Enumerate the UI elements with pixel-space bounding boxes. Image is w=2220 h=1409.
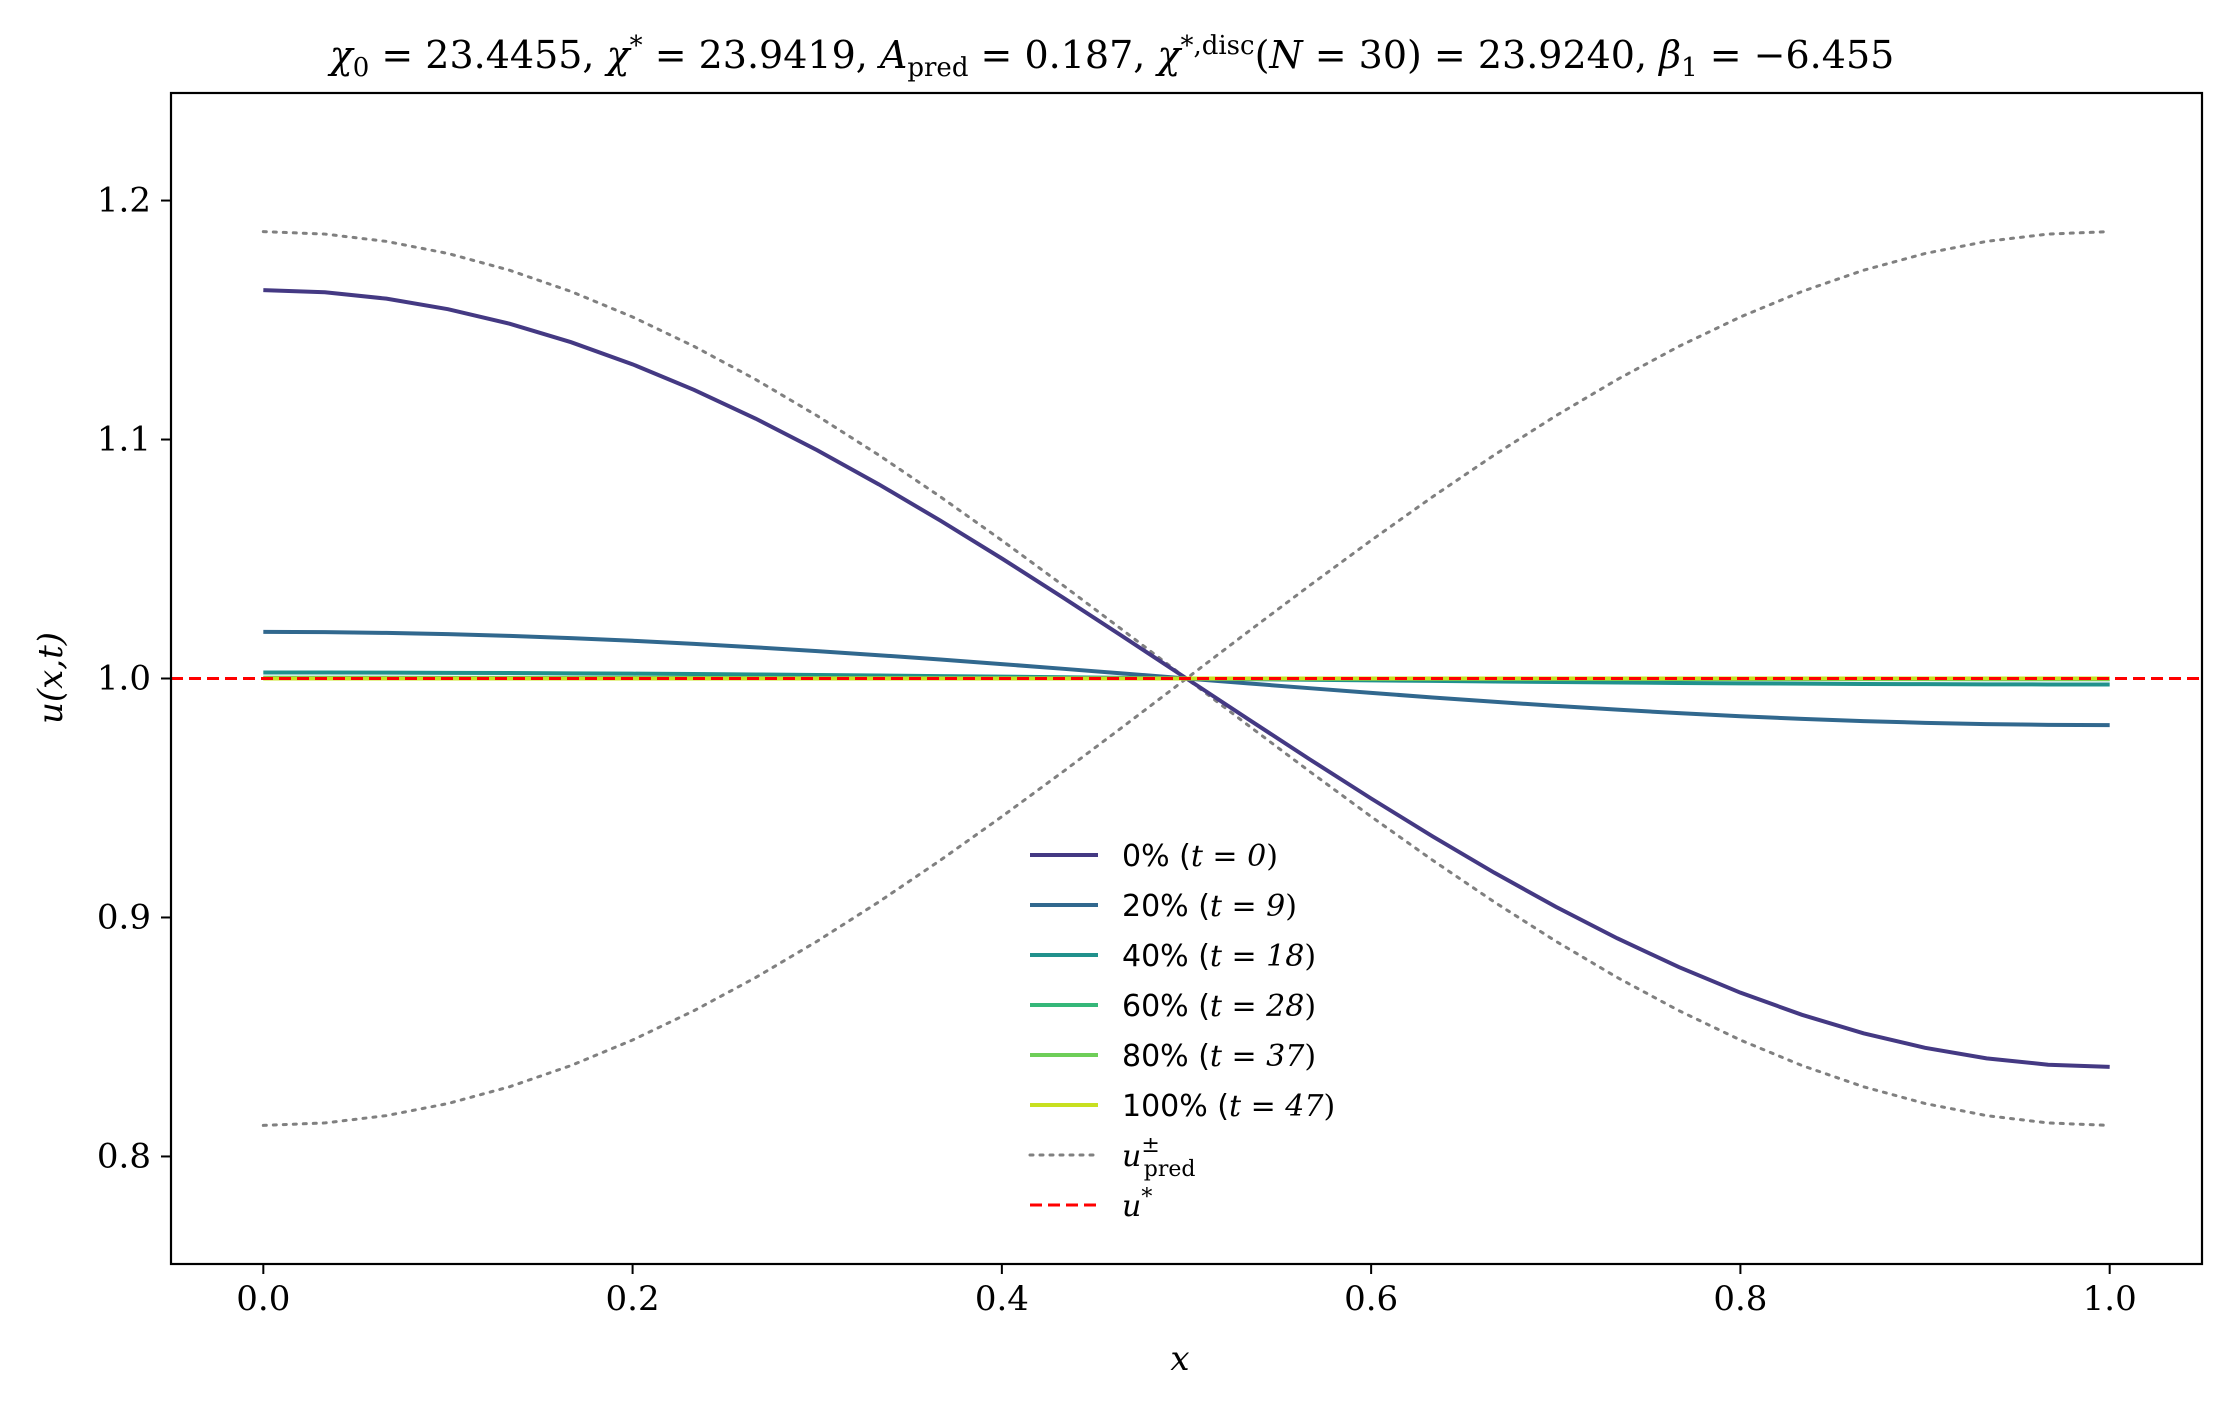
y-axis: 0.8 0.9 1.0 1.1 1.2 — [97, 181, 171, 1176]
legend-label-80-t-37: 80% (t = 37) — [1122, 1039, 1316, 1074]
x-tick-label: 0.0 — [236, 1279, 290, 1319]
y-tick-label: 1.0 — [97, 659, 151, 699]
x-tick-label: 0.4 — [975, 1279, 1029, 1319]
legend-label-u-pred: u± pred — [1122, 1133, 1195, 1182]
x-tick-label: 0.2 — [606, 1279, 660, 1319]
chart-title: χ0 = 23.4455, χ* = 23.9419, Apred = 0.18… — [327, 31, 1895, 83]
legend-label-u: u* — [1122, 1185, 1152, 1224]
x-tick-label: 1.0 — [2083, 1279, 2137, 1319]
y-tick-label: 1.1 — [97, 420, 151, 460]
y-tick-label: 1.2 — [97, 181, 151, 221]
y-axis-label: u(x,t) — [31, 632, 71, 724]
legend-label-20-t-9: 20% (t = 9) — [1122, 889, 1297, 924]
legend-label-40-t-18: 40% (t = 18) — [1122, 939, 1316, 974]
series-line-u-pred-plus — [261, 230, 2112, 1127]
legend-label-100-t-47: 100% (t = 47) — [1122, 1089, 1335, 1124]
series-line-u-pred-minus — [261, 230, 2112, 1127]
plot-area — [171, 230, 2202, 1127]
axes-frame — [169, 91, 2204, 1266]
x-axis-label: x — [1170, 1339, 1189, 1379]
x-tick-label: 0.8 — [1713, 1279, 1767, 1319]
y-tick-label: 0.8 — [97, 1136, 151, 1176]
x-tick-label: 0.6 — [1344, 1279, 1398, 1319]
legend-label-0-t-0: 0% (t = 0) — [1122, 839, 1278, 874]
legend-label-60-t-28: 60% (t = 28) — [1122, 989, 1316, 1024]
y-tick-label: 0.9 — [97, 897, 151, 937]
legend: 0% (t = 0) 20% (t = 9) 40% (t = 18) 60% (t … — [1028, 839, 1335, 1224]
x-axis: 0.0 0.2 0.4 0.6 0.8 1.0 — [236, 1264, 2137, 1319]
